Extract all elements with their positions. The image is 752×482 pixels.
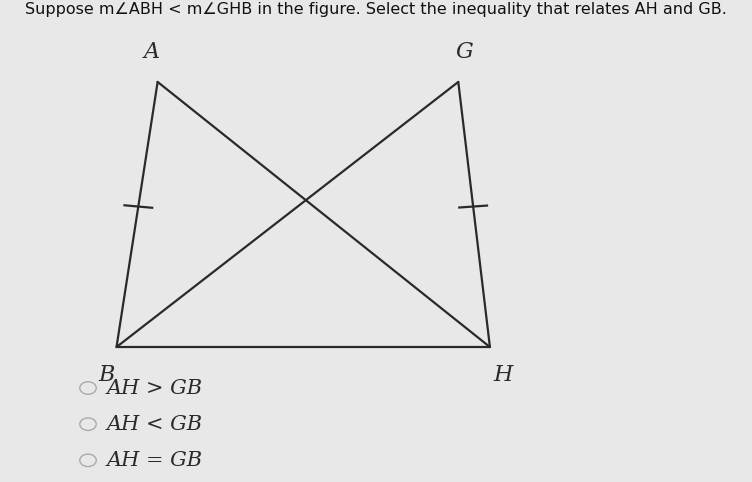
Text: AH > GB: AH > GB — [107, 378, 203, 398]
Text: AH < GB: AH < GB — [107, 415, 203, 434]
Text: Suppose m∠ABH < m∠GHB in the figure. Select the inequality that relates AH and G: Suppose m∠ABH < m∠GHB in the figure. Sel… — [25, 2, 727, 17]
Text: AH = GB: AH = GB — [107, 451, 203, 470]
Text: A: A — [143, 40, 159, 63]
Text: B: B — [99, 364, 115, 386]
Text: H: H — [493, 364, 512, 386]
Text: G: G — [456, 40, 474, 63]
